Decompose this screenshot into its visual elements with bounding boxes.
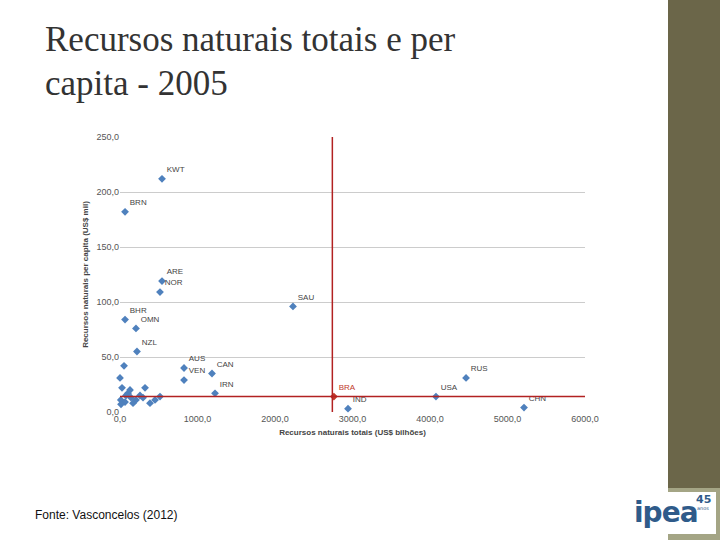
svg-text:NOR: NOR [165,278,183,287]
svg-text:IND: IND [353,395,367,404]
html-text:anos: anos [697,505,709,511]
svg-text:6000,0: 6000,0 [571,414,599,424]
svg-text:50,0: 50,0 [101,352,119,362]
svg-text:VEN: VEN [189,366,206,375]
html-text:Fonte: Vasconcelos (2012): Fonte: Vasconcelos (2012) [35,508,178,522]
svg-text:1000,0: 1000,0 [184,414,212,424]
svg-text:SAU: SAU [298,293,315,302]
svg-text:ARE: ARE [167,267,183,276]
svg-text:150,0: 150,0 [96,242,119,252]
svg-text:0,0: 0,0 [114,414,127,424]
svg-text:3000,0: 3000,0 [339,414,367,424]
svg-text:NZL: NZL [142,338,158,347]
svg-text:KWT: KWT [167,165,185,174]
svg-text:2000,0: 2000,0 [261,414,289,424]
svg-text:200,0: 200,0 [96,187,119,197]
svg-text:IRN: IRN [220,380,234,389]
svg-text:OMN: OMN [141,315,160,324]
svg-text:BHR: BHR [130,306,147,315]
svg-text:RUS: RUS [471,364,488,373]
html-text:ipea: ipea [634,496,698,529]
svg-text:BRA: BRA [339,383,356,392]
svg-text:AUS: AUS [189,354,205,363]
html-text:Recursos naturais totais e per: Recursos naturais totais e per capita - … [45,20,456,103]
svg-text:USA: USA [441,383,458,392]
svg-text:CAN: CAN [217,360,234,369]
html-text:45: 45 [696,493,712,506]
svg-text:0,0: 0,0 [106,407,119,417]
svg-text:Recursos naturais totais (US$: Recursos naturais totais (US$ bilhões) [279,428,426,437]
svg-text:100,0: 100,0 [96,297,119,307]
svg-text:4000,0: 4000,0 [416,414,444,424]
svg-text:5000,0: 5000,0 [494,414,522,424]
svg-text:BRN: BRN [130,198,147,207]
svg-text:Recursos naturais per capita (: Recursos naturais per capita (US$ mil) [81,201,90,348]
svg-text:CHN: CHN [529,394,547,403]
svg-text:250,0: 250,0 [96,132,119,142]
